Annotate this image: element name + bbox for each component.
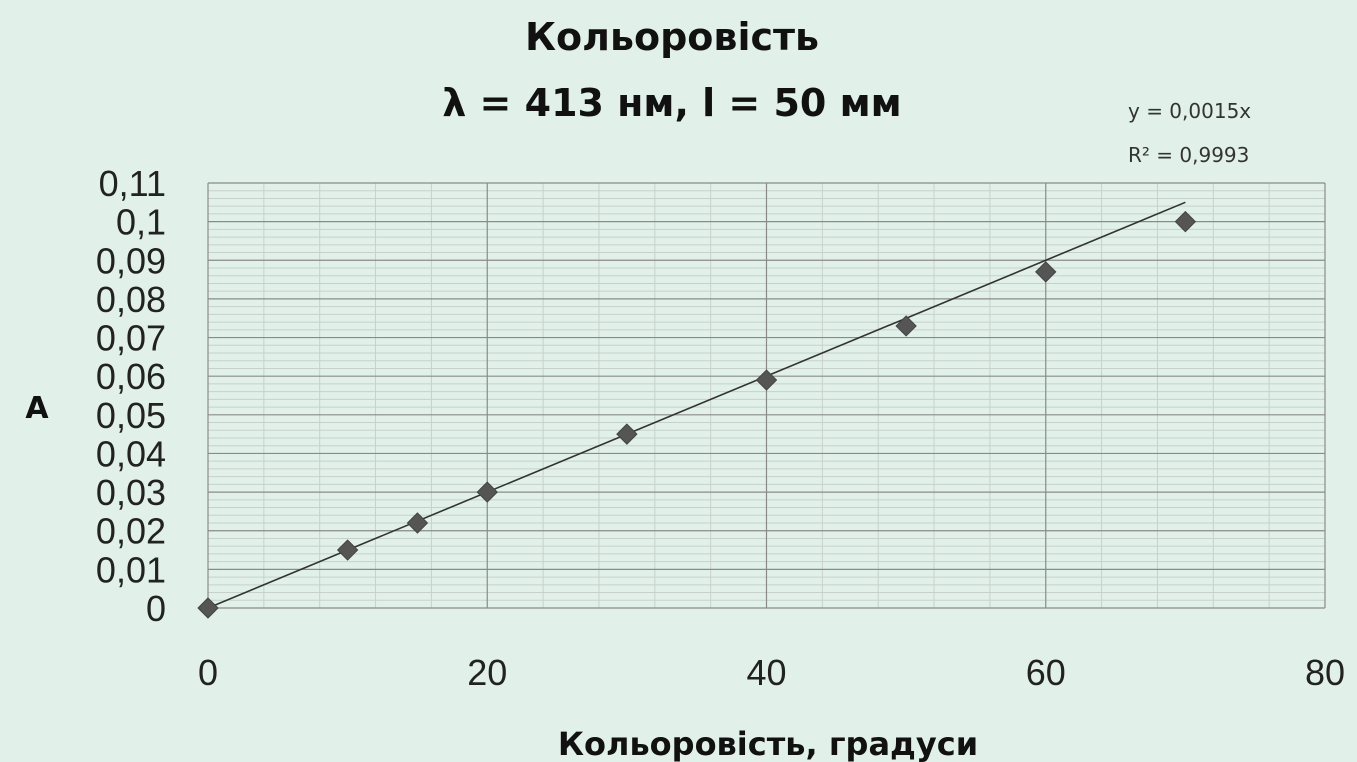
x-tick-label: 40: [746, 652, 786, 693]
trendline-layer: [207, 201, 1186, 609]
data-point: [406, 512, 429, 534]
data-point: [1174, 210, 1197, 233]
y-tick-label: 0,11: [99, 163, 166, 204]
major-gridlines: [207, 182, 1326, 609]
y-tick-label: 0: [146, 588, 166, 629]
y-tick-label: 0,09: [96, 240, 166, 281]
data-point: [895, 315, 917, 337]
y-tick-label: 0,01: [96, 549, 166, 590]
chart-subtitle: λ = 413 нм, l = 50 мм: [442, 81, 901, 125]
linear-trendline: [207, 201, 1186, 609]
x-tick-label: 80: [1305, 652, 1345, 693]
y-tick-label: 0,02: [96, 511, 166, 552]
data-point: [336, 539, 359, 561]
chart-title: Кольоровість: [525, 15, 819, 59]
data-point: [197, 597, 219, 619]
y-tick-label: 0,06: [96, 356, 166, 397]
y-tick-label: 0,04: [96, 433, 166, 474]
y-tick-label: 0,05: [96, 395, 166, 436]
y-tick-label: 0,07: [96, 318, 166, 359]
x-axis-ticks: 0 20 40 60 80: [198, 652, 1345, 693]
y-tick-label: 0,1: [116, 202, 166, 243]
trendline-equation: y = 0,0015x: [1128, 99, 1251, 123]
data-point: [616, 423, 638, 445]
data-point: [1035, 261, 1057, 283]
y-tick-label: 0,03: [96, 472, 166, 513]
x-axis-title: Кольоровість, градуси: [558, 725, 978, 762]
trendline-r-squared: R² = 0,9993: [1128, 143, 1249, 167]
x-tick-label: 20: [467, 652, 507, 693]
y-axis-ticks: 00,010,020,030,040,050,060,070,080,090,1…: [96, 163, 166, 629]
x-tick-label: 60: [1026, 652, 1066, 693]
y-axis-title: A: [25, 391, 49, 426]
data-point: [755, 369, 778, 391]
data-points-layer: [197, 210, 1197, 619]
x-tick-label: 0: [198, 652, 218, 693]
data-point: [476, 481, 498, 503]
y-tick-label: 0,08: [96, 279, 166, 320]
